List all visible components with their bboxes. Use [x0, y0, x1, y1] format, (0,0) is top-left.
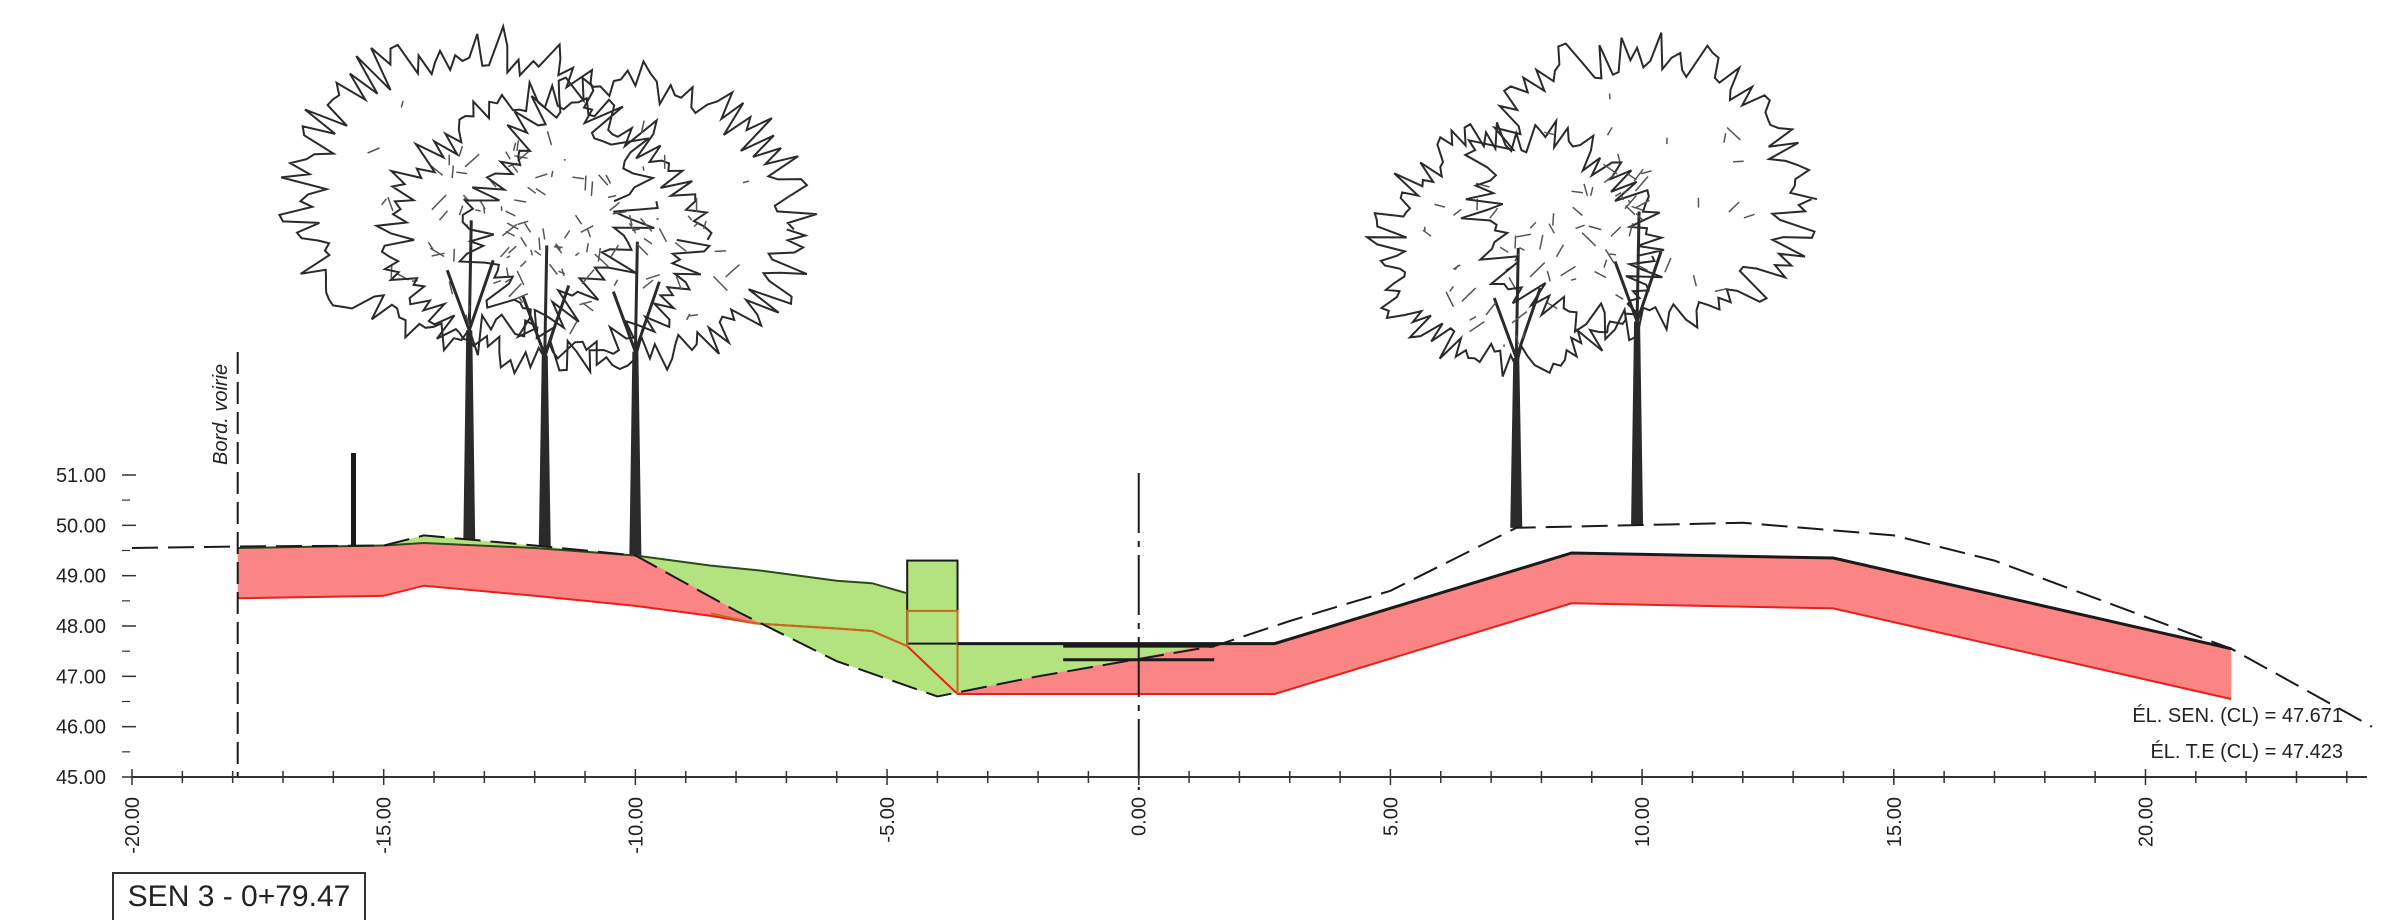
x-tick-label: -15.00: [374, 797, 396, 854]
section-title: SEN 3 - 0+79.47: [112, 872, 366, 920]
tree-crown: [1460, 32, 1818, 342]
tree-icon: [1460, 32, 1818, 526]
axes-layer: -20.00 -15.00 -10.00 -5.00 0.00 5.00 10.00 15.0…: [56, 465, 2367, 854]
tree-trunk: [538, 355, 551, 548]
x-tick-label: 10.00: [1632, 797, 1654, 847]
tree-crown: [1363, 117, 1666, 377]
y-tick-label: 50.00: [56, 515, 106, 537]
cut-area: [237, 543, 2232, 699]
elevation-note-trail: ÉL. SEN. (CL) = 47.671: [2132, 704, 2343, 727]
y-tick-label: 49.00: [56, 566, 106, 588]
tree-trunk: [1510, 357, 1523, 528]
tree-icon: [277, 22, 659, 546]
y-tick-label: 47.00: [56, 666, 106, 688]
tree-trunk: [463, 330, 476, 546]
x-tick-label: 15.00: [1884, 797, 1906, 847]
x-tick-label: 5.00: [1380, 797, 1402, 836]
ditch-liner-line: [710, 609, 959, 694]
x-tick-label: -5.00: [877, 797, 899, 843]
tree-icon: [1363, 117, 1666, 528]
y-tick-label: 46.00: [56, 717, 106, 739]
x-tick-label: -10.00: [625, 797, 647, 854]
elevation-note-ground: ÉL. T.E (CL) = 47.423: [2150, 740, 2343, 763]
proposed-profile-right: [957, 551, 2232, 651]
retaining-wall: [906, 559, 959, 645]
tree-crown: [277, 22, 659, 356]
y-tick-label: 48.00: [56, 616, 106, 638]
tree-foliage: [429, 142, 654, 327]
tree-branches: [611, 241, 661, 353]
tree-crown: [373, 78, 713, 376]
proposed-profile-left: [237, 541, 908, 595]
tree-icon: [457, 58, 818, 556]
tree-crown: [457, 58, 818, 373]
y-tick-label: 45.00: [56, 767, 106, 789]
tree-icon: [373, 78, 713, 548]
x-tick-label: 20.00: [2135, 797, 2157, 847]
x-tick-label: 0.00: [1129, 797, 1151, 836]
existing-ground-line: [131, 521, 2373, 728]
y-tick-label: 51.00: [56, 465, 106, 487]
profile-lines-layer: [131, 352, 2373, 790]
tree-foliage: [1543, 93, 1755, 300]
tree-trunk: [629, 351, 642, 556]
tree-branches: [1613, 211, 1663, 322]
x-tick-label: -20.00: [122, 797, 144, 854]
trees-layer: [277, 22, 1818, 556]
tree-trunk: [1631, 321, 1644, 526]
road-edge-label: Bord. voirie: [210, 364, 232, 465]
tree-branches: [521, 245, 571, 356]
earthwork-layer: [237, 535, 2232, 699]
tree-foliage: [507, 120, 750, 335]
